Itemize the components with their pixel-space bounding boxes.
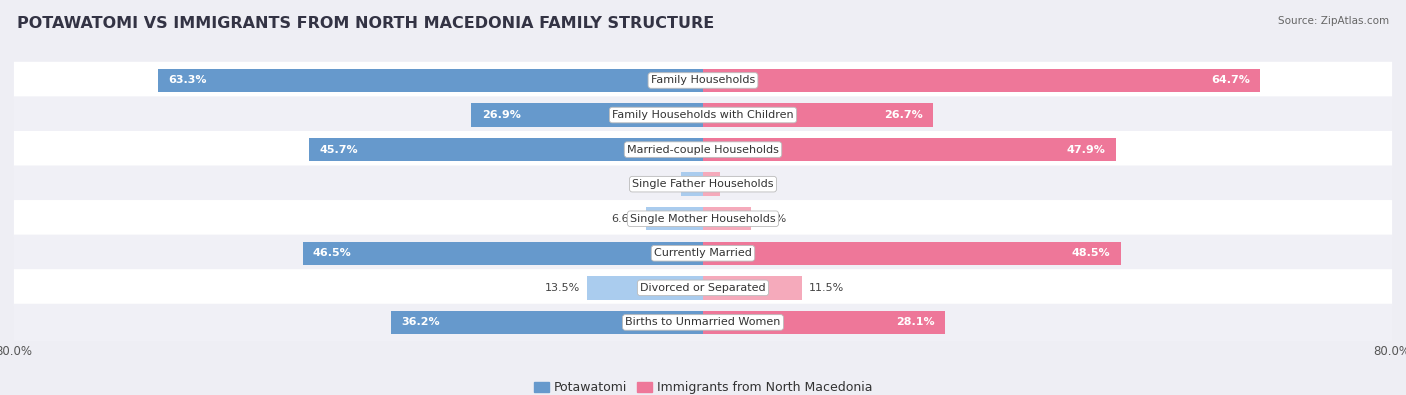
Text: Family Households: Family Households [651, 75, 755, 85]
Text: 11.5%: 11.5% [808, 283, 844, 293]
Text: Currently Married: Currently Married [654, 248, 752, 258]
Bar [647, 207, 703, 230]
FancyBboxPatch shape [14, 131, 1392, 168]
Text: 26.9%: 26.9% [482, 110, 520, 120]
FancyBboxPatch shape [14, 96, 1392, 134]
Bar [703, 241, 1121, 265]
Text: 64.7%: 64.7% [1211, 75, 1250, 85]
FancyBboxPatch shape [14, 62, 1392, 99]
FancyBboxPatch shape [14, 166, 1392, 203]
Text: 63.3%: 63.3% [169, 75, 207, 85]
Text: 6.6%: 6.6% [612, 214, 640, 224]
Bar [157, 69, 703, 92]
FancyBboxPatch shape [14, 200, 1392, 237]
FancyBboxPatch shape [14, 269, 1392, 307]
Text: 2.0%: 2.0% [727, 179, 755, 189]
Text: 2.5%: 2.5% [647, 179, 675, 189]
Text: 36.2%: 36.2% [402, 318, 440, 327]
Bar [471, 103, 703, 127]
FancyBboxPatch shape [14, 235, 1392, 272]
Text: Single Father Households: Single Father Households [633, 179, 773, 189]
Text: 48.5%: 48.5% [1071, 248, 1111, 258]
Text: 28.1%: 28.1% [896, 318, 935, 327]
FancyBboxPatch shape [14, 304, 1392, 341]
Legend: Potawatomi, Immigrants from North Macedonia: Potawatomi, Immigrants from North Macedo… [533, 381, 873, 394]
Bar [703, 138, 1115, 161]
Bar [703, 276, 801, 299]
Text: POTAWATOMI VS IMMIGRANTS FROM NORTH MACEDONIA FAMILY STRUCTURE: POTAWATOMI VS IMMIGRANTS FROM NORTH MACE… [17, 16, 714, 31]
Bar [682, 172, 703, 196]
Text: Single Mother Households: Single Mother Households [630, 214, 776, 224]
Text: Married-couple Households: Married-couple Households [627, 145, 779, 154]
Bar [586, 276, 703, 299]
Text: 47.9%: 47.9% [1066, 145, 1105, 154]
Text: Divorced or Separated: Divorced or Separated [640, 283, 766, 293]
Bar [309, 138, 703, 161]
Text: 5.6%: 5.6% [758, 214, 786, 224]
Bar [391, 310, 703, 334]
Text: Births to Unmarried Women: Births to Unmarried Women [626, 318, 780, 327]
Text: 46.5%: 46.5% [314, 248, 352, 258]
Bar [703, 207, 751, 230]
Text: 26.7%: 26.7% [884, 110, 922, 120]
Text: Family Households with Children: Family Households with Children [612, 110, 794, 120]
Bar [703, 103, 934, 127]
Text: Source: ZipAtlas.com: Source: ZipAtlas.com [1278, 16, 1389, 26]
Bar [302, 241, 703, 265]
Bar [703, 172, 720, 196]
Bar [703, 69, 1260, 92]
Text: 45.7%: 45.7% [319, 145, 359, 154]
Text: 13.5%: 13.5% [544, 283, 579, 293]
Bar [703, 310, 945, 334]
